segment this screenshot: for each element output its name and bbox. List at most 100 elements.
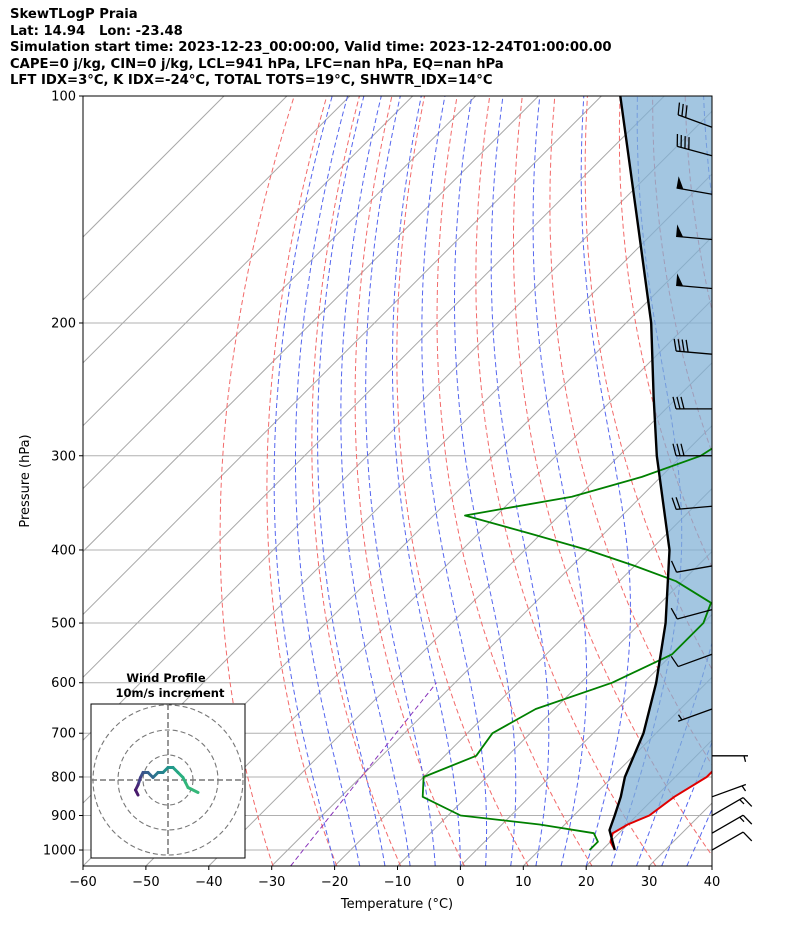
barb-staff [677, 653, 713, 668]
dry-adiabat [750, 96, 794, 866]
isotherm-line [83, 96, 665, 679]
x-tick-label: −10 [384, 875, 411, 890]
barb-full [742, 814, 753, 825]
barb-full [677, 102, 681, 115]
dry-adiabat [513, 96, 712, 857]
barb-staff [676, 284, 713, 290]
wind-barb [677, 708, 713, 722]
moist-adiabat [686, 808, 712, 866]
moist-adiabat [317, 96, 386, 866]
wind-barb [670, 560, 713, 573]
wind-barb [676, 176, 713, 195]
wind-barbs [670, 102, 753, 851]
dry-adiabat [219, 96, 295, 866]
isotherm-line [208, 362, 712, 866]
barb-staff [711, 783, 747, 798]
barb-full [685, 105, 688, 118]
wind-barb [711, 796, 753, 817]
barb-full [675, 497, 681, 510]
parcel-line [608, 96, 671, 851]
x-tick-label: −40 [195, 875, 222, 890]
moist-adiabat [580, 96, 631, 866]
y-tick-label: 1000 [43, 844, 76, 859]
y-tick-label: 400 [51, 543, 76, 558]
wind-barb [670, 653, 713, 668]
isotherm-line [711, 865, 712, 866]
location-text: Lat: 14.94 Lon: -23.48 [10, 23, 183, 39]
isotherm-line [83, 96, 225, 238]
hodograph-subtitle: 10m/s increment [116, 686, 225, 700]
barb-full [676, 443, 681, 456]
barb-staff [677, 609, 713, 620]
isotherm-line [397, 550, 712, 866]
hodograph-segment [186, 786, 200, 794]
barb-full [672, 443, 677, 456]
hodograph-segment [134, 788, 140, 797]
isotherm-line [83, 96, 414, 427]
barb-staff [711, 796, 744, 817]
barb-full [670, 607, 678, 620]
profiles [421, 96, 712, 851]
y-tick-label: 200 [51, 316, 76, 331]
wind-barb [711, 814, 753, 834]
wind-barb [672, 443, 712, 457]
barb-full [670, 655, 679, 667]
isotherm-line [83, 96, 351, 364]
grid-lines [83, 96, 712, 866]
wind-barb [671, 497, 713, 511]
cin-cape-shading [609, 96, 712, 850]
barb-full [671, 497, 677, 510]
chart-title: SkewTLogP Praia [10, 7, 138, 22]
moist-adiabat [490, 96, 550, 866]
barb-staff [711, 814, 744, 834]
x-tick-label: 20 [578, 875, 595, 890]
barb-full [681, 103, 684, 117]
barb-half [739, 799, 745, 805]
x-axis-label: Temperature (°C) [340, 897, 453, 912]
barb-half [739, 816, 745, 823]
barb-half [677, 714, 683, 721]
barb-full [673, 338, 677, 352]
dry-adiabat [396, 96, 529, 866]
barb-full [672, 396, 677, 410]
wind-barb [670, 607, 713, 620]
barb-full [677, 339, 681, 352]
wind-barb [676, 134, 713, 157]
isotherm-line [83, 110, 712, 741]
y-tick-label: 700 [51, 727, 76, 742]
temperature-line [609, 770, 712, 851]
barb-full [742, 831, 753, 842]
barb-half [743, 755, 747, 762]
moist-adiabat [295, 96, 361, 866]
y-tick-label: 500 [51, 617, 76, 632]
barb-full [685, 339, 689, 353]
isotherm-line [460, 613, 712, 866]
moist-adiabat [711, 864, 712, 866]
wind-barb [672, 396, 712, 410]
barb-full [680, 443, 685, 456]
moist-adiabat [273, 96, 336, 866]
wind-barb [676, 273, 713, 290]
x-tick-label: −50 [132, 875, 159, 890]
wind-barb [676, 224, 713, 241]
barb-flag [676, 273, 684, 286]
chart-header: SkewTLogP Praia Lat: 14.94 Lon: -23.48 S… [10, 7, 612, 90]
x-tick-label: −20 [321, 875, 348, 890]
wind-barb [711, 831, 753, 851]
axes: −60 −50 −40 −30 −20 −10 0 10 20 30 40 100 200 300 400 5… [43, 90, 720, 891]
wind-barb [677, 102, 713, 128]
hodograph [90, 703, 246, 859]
indices-text-2: LFT IDX=3°C, K IDX=-24°C, TOTAL TOTS=19°… [10, 73, 493, 88]
hodograph-inner [91, 704, 245, 858]
barb-full [742, 797, 753, 807]
cape-shading [609, 96, 712, 850]
barb-flag [676, 176, 684, 190]
moist-adiabat [421, 96, 488, 866]
mixing-ratio-line [290, 682, 437, 866]
indices-text-1: CAPE=0 j/kg, CIN=0 j/kg, LCL=941 hPa, LF… [10, 56, 504, 72]
barb-staff [677, 708, 713, 722]
moist-adiabat [532, 96, 588, 866]
x-tick-label: 40 [704, 875, 721, 890]
barb-staff [711, 831, 744, 851]
isotherm-line [271, 424, 712, 866]
